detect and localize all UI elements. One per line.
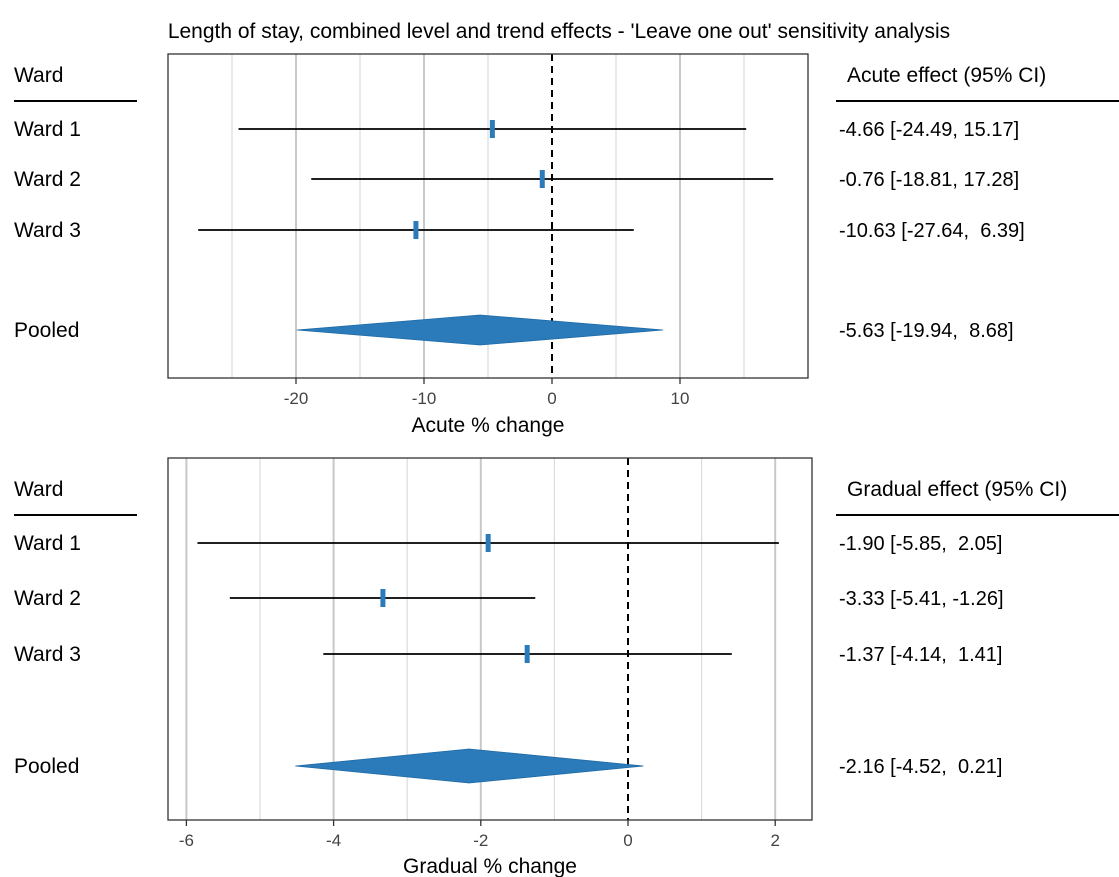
pooled-effect-text: -2.16 [-4.52, 0.21] bbox=[839, 756, 1002, 778]
x-axis-label: Gradual % change bbox=[403, 855, 577, 877]
effect-text-ward-2: -0.76 [-18.81, 17.28] bbox=[839, 169, 1019, 191]
effect-text-ward-2: -3.33 [-5.41, -1.26] bbox=[839, 588, 1004, 610]
effect-text-ward-3: -1.37 [-4.14, 1.41] bbox=[839, 644, 1002, 666]
x-tick-label: -4 bbox=[326, 831, 341, 850]
panel-frame bbox=[167, 53, 809, 379]
estimate-marker-ward-1 bbox=[485, 534, 491, 552]
row-label-ward-1: Ward 1 bbox=[14, 118, 81, 141]
row-label-ward-1: Ward 1 bbox=[14, 532, 81, 555]
forest-panel-1: Ward 1 -4.66 [-24.49, 15.17] Ward 2 -0.76 [… bbox=[14, 53, 1119, 437]
x-tick-label: 0 bbox=[623, 831, 632, 850]
effect-text-ward-3: -10.63 [-27.64, 6.39] bbox=[839, 220, 1025, 242]
x-tick-label: 0 bbox=[547, 389, 556, 408]
right-header: Acute effect (95% CI) bbox=[847, 64, 1046, 87]
x-tick-label: -6 bbox=[179, 831, 194, 850]
x-tick-label: 2 bbox=[770, 831, 779, 850]
effect-text-ward-1: -1.90 [-5.85, 2.05] bbox=[839, 533, 1002, 555]
effect-text-ward-1: -4.66 [-24.49, 15.17] bbox=[839, 119, 1019, 141]
x-tick-label: 10 bbox=[671, 389, 690, 408]
estimate-marker-ward-1 bbox=[489, 120, 495, 138]
row-label-ward-3: Ward 3 bbox=[14, 643, 81, 666]
pooled-diamond bbox=[296, 314, 664, 346]
row-label-ward-3: Ward 3 bbox=[14, 219, 81, 242]
left-header: Ward bbox=[14, 478, 63, 501]
panel-frame bbox=[167, 457, 813, 821]
x-axis-label: Acute % change bbox=[412, 414, 565, 437]
x-tick-label: -2 bbox=[473, 831, 488, 850]
chart-title: Length of stay, combined level and trend… bbox=[168, 20, 950, 43]
row-label-ward-2: Ward 2 bbox=[14, 168, 81, 191]
estimate-marker-ward-3 bbox=[413, 221, 419, 239]
forest-panel-2: Ward 1 -1.90 [-5.85, 2.05] Ward 2 -3.33 [-5… bbox=[14, 457, 1119, 877]
row-label-ward-2: Ward 2 bbox=[14, 587, 81, 610]
right-header: Gradual effect (95% CI) bbox=[847, 478, 1067, 501]
x-tick-label: -20 bbox=[284, 389, 309, 408]
pooled-effect-text: -5.63 [-19.94, 8.68] bbox=[839, 320, 1014, 342]
panels: Ward 1 -4.66 [-24.49, 15.17] Ward 2 -0.76 [… bbox=[14, 53, 1119, 877]
estimate-marker-ward-2 bbox=[380, 589, 386, 607]
pooled-label: Pooled bbox=[14, 319, 79, 342]
x-tick-label: -10 bbox=[412, 389, 437, 408]
left-header: Ward bbox=[14, 64, 63, 87]
pooled-label: Pooled bbox=[14, 755, 79, 778]
estimate-marker-ward-3 bbox=[524, 645, 530, 663]
pooled-diamond bbox=[295, 748, 644, 784]
estimate-marker-ward-2 bbox=[539, 170, 545, 188]
